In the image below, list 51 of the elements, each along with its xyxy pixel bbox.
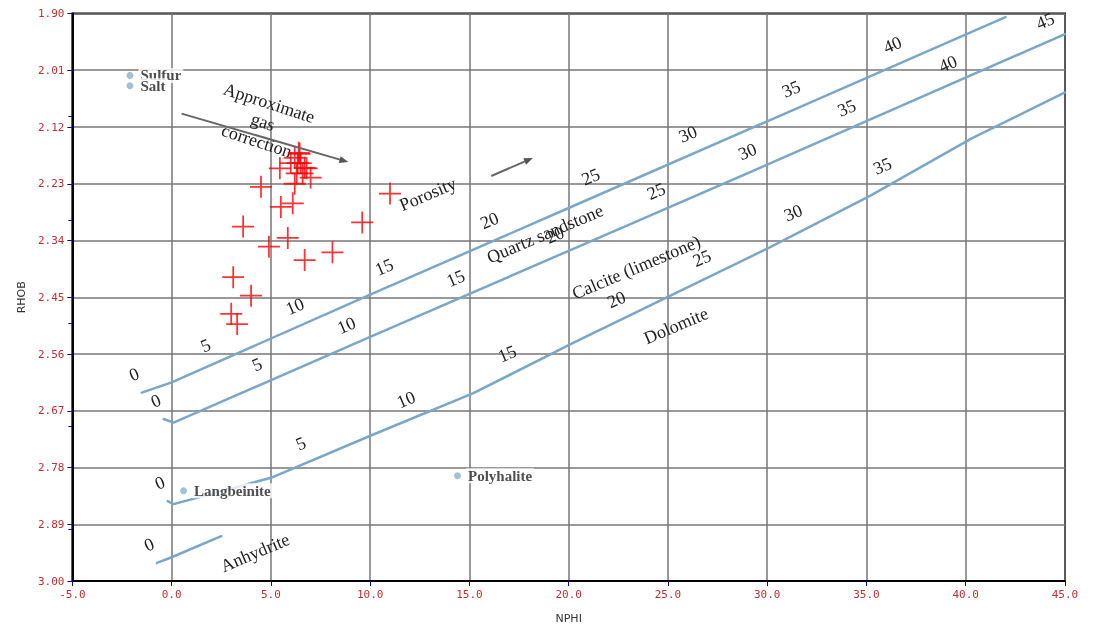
annotation: 10 — [334, 312, 359, 338]
x-tick-label: 30.0 — [753, 588, 781, 601]
series-label: Langbeinite — [194, 482, 272, 499]
annotation: 25 — [578, 163, 603, 190]
y-tick-label: 2.45 — [37, 290, 65, 304]
annotation: 5 — [249, 353, 266, 376]
x-tick-label: 25.0 — [654, 588, 682, 601]
annotation: 0 — [126, 363, 143, 386]
y-tick-label: 1.90 — [37, 7, 65, 20]
x-tick-label: 5.0 — [260, 588, 281, 601]
y-tick-label: 2.89 — [37, 517, 65, 531]
x-tick-label: -5.0 — [59, 588, 86, 601]
y-tick-label: 3.00 — [37, 574, 65, 588]
annotation: 15 — [443, 265, 468, 292]
y-tick-label: 2.01 — [37, 63, 65, 77]
annotation: 35 — [834, 95, 859, 121]
annotation: 15 — [372, 254, 397, 280]
annotation: 10 — [282, 293, 308, 319]
annotation: 0 — [141, 533, 158, 556]
y-tick-label: 2.12 — [37, 120, 65, 134]
y-tick-label: 2.78 — [37, 461, 65, 474]
annotation: 0 — [151, 471, 168, 494]
annotation: 30 — [735, 138, 760, 165]
x-tick-label: 35.0 — [853, 588, 880, 601]
x-tick-label: 10.0 — [356, 588, 384, 601]
annotation: 25 — [643, 178, 669, 204]
x-tick-label: 0.0 — [161, 588, 182, 601]
annotation: 15 — [495, 340, 520, 367]
y-tick-label: 2.23 — [37, 177, 65, 191]
x-tick-label: 40.0 — [952, 588, 979, 601]
annotation: 30 — [780, 200, 806, 226]
annotation: 30 — [675, 121, 701, 147]
y-tick-label: 2.67 — [37, 404, 65, 418]
annotation: 40 — [880, 31, 905, 58]
annotation: 45 — [1033, 8, 1058, 34]
x-tick-label: 15.0 — [456, 588, 483, 601]
annotation: 0 — [147, 389, 164, 412]
x-axis-title: NPHI — [555, 612, 582, 625]
x-tick-label: 45.0 — [1051, 588, 1079, 601]
y-tick-label: 2.34 — [37, 234, 65, 247]
x-tick-label: 20.0 — [555, 588, 582, 601]
series-label: Polyhalite — [468, 467, 533, 484]
annotation: 35 — [778, 76, 804, 102]
y-tick-label: 2.56 — [37, 347, 65, 361]
annotation: 5 — [197, 334, 214, 357]
annotation: 40 — [935, 50, 961, 77]
annotation: 10 — [393, 386, 419, 413]
annotation: 20 — [477, 207, 502, 234]
annotation: 5 — [292, 432, 309, 455]
y-axis-title: RHOB — [15, 281, 28, 314]
annotation: 35 — [870, 153, 895, 179]
